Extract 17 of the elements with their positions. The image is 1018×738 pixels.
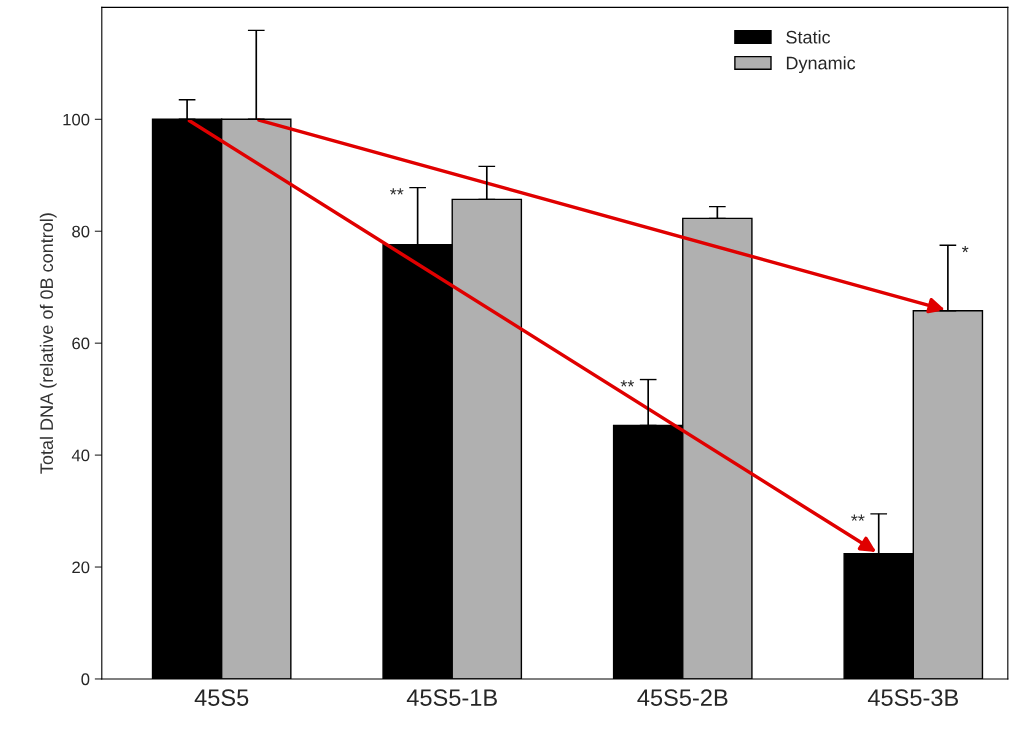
y-tick-label: 0 xyxy=(81,673,90,686)
annotation: ** xyxy=(851,514,865,521)
y-tick-label: 60 xyxy=(72,337,90,350)
legend-label: Dynamic xyxy=(786,56,856,74)
annotation: * xyxy=(962,245,969,253)
x-tick-label: 45S5-1B xyxy=(406,689,497,707)
y-tick-label: 20 xyxy=(72,561,90,574)
y-tick-label: 40 xyxy=(71,449,90,462)
annotation: ** xyxy=(620,380,635,387)
x-tick-label: 45S5-3B xyxy=(867,689,958,707)
x-tick-label: 45S5-2B xyxy=(637,689,728,707)
x-tick-label: 45S5 xyxy=(194,689,249,707)
annotation: ** xyxy=(390,188,404,195)
y-tick-label: 100 xyxy=(63,113,90,126)
legend-label: Static xyxy=(786,30,831,44)
y-axis-title: Total DNA (relative of 0B control) xyxy=(39,213,57,474)
y-tick-label: 80 xyxy=(72,225,90,238)
